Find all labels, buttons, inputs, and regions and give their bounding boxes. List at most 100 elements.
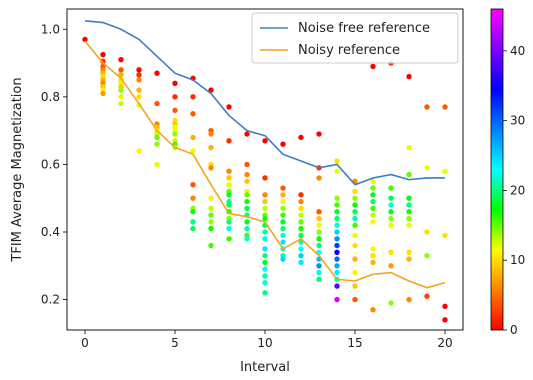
data-point (280, 185, 286, 191)
y-tick-label: 0.6 (41, 157, 60, 171)
data-point (136, 87, 142, 93)
data-point (280, 192, 286, 198)
data-point (190, 195, 196, 201)
data-point (262, 279, 268, 286)
data-point (316, 222, 322, 228)
data-point (334, 249, 340, 255)
data-point (442, 317, 448, 323)
data-point (388, 195, 394, 201)
data-point (388, 249, 394, 255)
data-point (262, 198, 268, 205)
data-point (388, 185, 394, 191)
data-point (298, 192, 304, 198)
data-point (442, 303, 448, 310)
data-point (262, 266, 268, 272)
data-point (406, 222, 412, 228)
data-point (226, 202, 232, 208)
data-point (190, 182, 196, 188)
data-point (244, 131, 250, 137)
data-point (370, 252, 376, 259)
data-point (226, 182, 232, 188)
colorbar-tick-label: 40 (510, 44, 525, 58)
data-point (298, 232, 304, 239)
data-point (334, 236, 340, 242)
data-point (334, 269, 340, 276)
data-point (280, 198, 286, 205)
data-point (442, 104, 448, 110)
data-point (262, 236, 268, 242)
data-point (172, 131, 178, 137)
data-point (280, 256, 286, 262)
data-point (352, 209, 358, 215)
data-point (352, 296, 358, 303)
data-point (370, 192, 376, 198)
data-point (172, 80, 178, 87)
data-point (262, 175, 268, 181)
data-point (298, 134, 304, 141)
data-point (262, 290, 268, 296)
legend-label-noisy: Noisy reference (298, 43, 400, 58)
data-point (334, 215, 340, 222)
data-point (262, 138, 268, 144)
data-point (406, 256, 412, 262)
data-point (370, 259, 376, 266)
data-point (172, 94, 178, 100)
x-tick-label: 5 (171, 336, 179, 350)
y-tick-label: 0.2 (41, 293, 60, 307)
data-point (406, 195, 412, 201)
scatter-points (82, 36, 448, 323)
colorbar (490, 8, 504, 331)
data-point (208, 165, 214, 171)
data-point (424, 165, 430, 171)
data-point (208, 205, 214, 212)
data-point (352, 242, 358, 249)
data-point (388, 300, 394, 306)
data-point (334, 202, 340, 208)
data-point (100, 58, 106, 65)
y-axis-label: TFIM Average Magnetization (10, 77, 25, 262)
data-point (388, 202, 394, 208)
data-point (136, 72, 142, 78)
data-point (370, 185, 376, 191)
data-point (118, 100, 124, 107)
data-point (262, 252, 268, 259)
data-point (406, 209, 412, 215)
data-point (280, 232, 286, 239)
data-point (226, 168, 232, 174)
data-point (334, 283, 340, 289)
data-point (226, 138, 232, 144)
data-point (208, 144, 214, 151)
data-point (352, 215, 358, 222)
y-tick-label: 0.4 (41, 225, 60, 239)
data-point (352, 269, 358, 276)
data-point (424, 293, 430, 299)
data-point (190, 134, 196, 141)
data-point (388, 215, 394, 222)
data-point (316, 276, 322, 283)
data-point (352, 188, 358, 195)
colorbar-ticks: 0 10 20 30 40 (503, 44, 525, 337)
data-point (352, 195, 358, 201)
data-point (118, 56, 124, 63)
data-point (334, 195, 340, 201)
data-point (406, 202, 412, 208)
data-point (154, 161, 160, 168)
data-point (244, 178, 250, 185)
data-point (298, 212, 304, 218)
data-point (352, 202, 358, 208)
data-point (190, 94, 196, 100)
data-point (208, 219, 214, 225)
data-point (190, 225, 196, 232)
data-point (226, 175, 232, 181)
data-point (280, 219, 286, 225)
data-point (316, 242, 322, 249)
data-point (370, 219, 376, 225)
data-point (118, 87, 124, 93)
data-point (370, 205, 376, 212)
data-point (100, 90, 106, 97)
y-axis-ticks: 0.2 0.4 0.6 0.8 1.0 (41, 22, 67, 307)
data-point (208, 131, 214, 137)
data-point (226, 236, 232, 242)
